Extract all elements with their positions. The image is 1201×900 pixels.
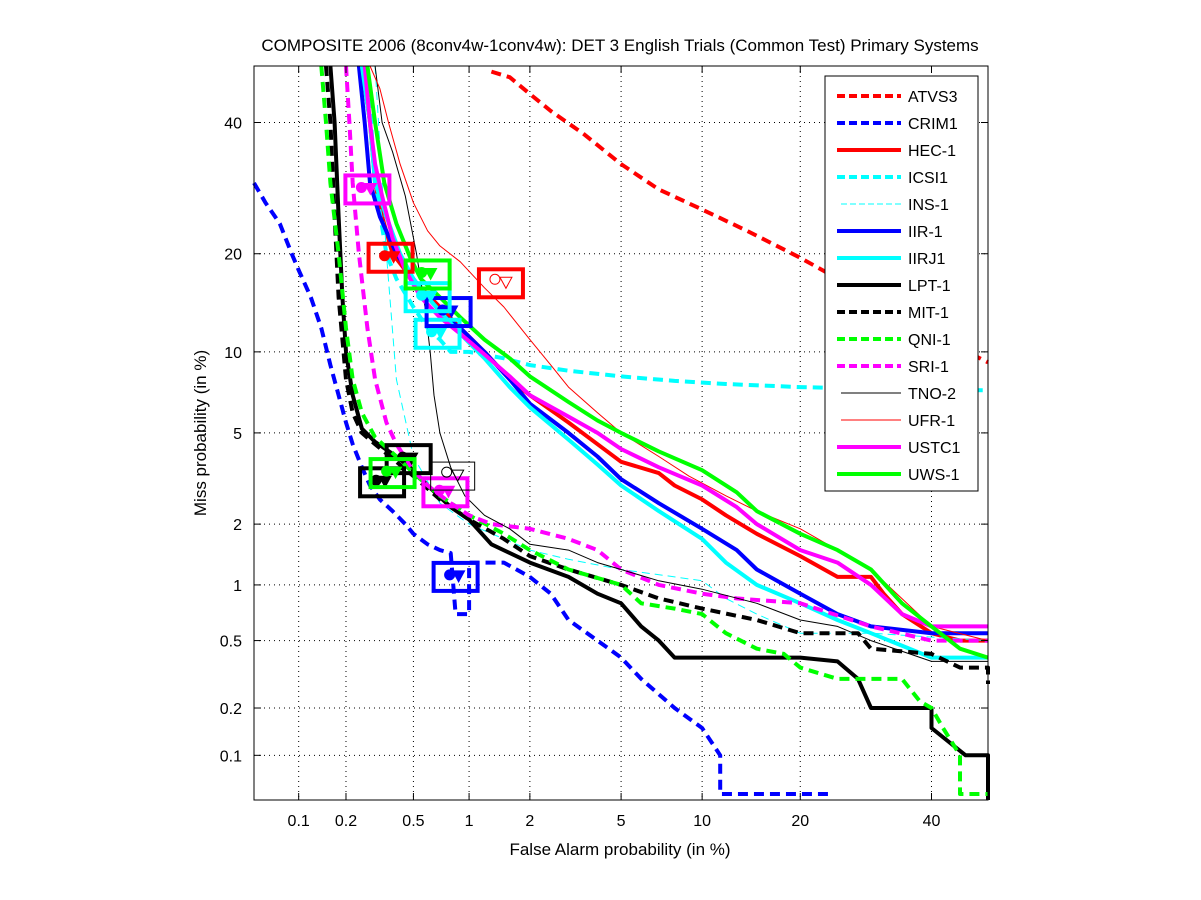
operating-point-markers	[343, 173, 525, 593]
legend-label: UWS-1	[908, 467, 960, 484]
y-tick-label: 5	[233, 426, 242, 443]
x-tick-label: 0.5	[402, 813, 424, 830]
legend-label: UFR-1	[908, 413, 955, 430]
actual-dcf-triangle-marker	[423, 290, 438, 304]
x-tick-label: 0.2	[335, 813, 357, 830]
x-tick-label: 0.1	[288, 813, 310, 830]
legend-label: INS-1	[908, 197, 949, 214]
y-tick-label: 20	[224, 247, 242, 264]
det-curve-ins-1	[374, 65, 989, 642]
legend-label: SRI-1	[908, 359, 949, 376]
y-tick-label: 2	[233, 517, 242, 534]
operating-point-box	[476, 267, 525, 300]
operating-point-box	[430, 461, 476, 491]
operating-point-box	[368, 457, 417, 490]
x-tick-label: 10	[693, 813, 711, 830]
y-axis: 0.1 0.2 0.5 1 2 5 10 20 40	[220, 116, 988, 765]
det-curve-qni-1	[319, 65, 988, 796]
operating-point-box	[343, 173, 392, 206]
y-tick-label: 0.5	[220, 634, 242, 651]
det-curves	[252, 65, 990, 800]
operating-point-box	[403, 281, 452, 314]
legend-label: USTC1	[908, 440, 961, 457]
det-curve-crim1	[252, 181, 831, 796]
actual-dcf-triangle-marker	[451, 570, 466, 583]
legend-label: IIR-1	[908, 224, 943, 241]
det-curve-uws-1	[365, 65, 989, 660]
y-tick-label: 1	[233, 578, 242, 595]
x-tick-label: 2	[525, 813, 534, 830]
y-tick-label: 0.2	[220, 701, 242, 718]
legend-label: CRIM1	[908, 116, 958, 133]
legend-label: LPT-1	[908, 278, 951, 295]
det-curve-hec-1	[359, 65, 988, 643]
det-curve-mit-1	[324, 65, 990, 684]
legend-label: TNO-2	[908, 386, 956, 403]
x-axis-title: False Alarm probability (in %)	[509, 840, 730, 859]
operating-point-box	[421, 476, 470, 509]
x-tick-label: 20	[791, 813, 809, 830]
y-axis-title: Miss probability (in %)	[191, 350, 210, 516]
actual-dcf-triangle-marker	[423, 267, 438, 281]
legend-label: ATVS3	[908, 89, 958, 106]
legend: ATVS3 CRIM1 HEC-1 ICSI1 INS-1 IIR-1 IIRJ1 LPT-1…	[824, 75, 979, 492]
min-dcf-circle-marker	[489, 273, 501, 285]
x-tick-label: 5	[617, 813, 626, 830]
operating-point-box	[431, 560, 480, 593]
operating-point-box	[478, 268, 524, 298]
operating-point-box	[403, 258, 452, 291]
det-curve-ustc1	[362, 65, 988, 629]
x-tick-label: 40	[923, 813, 941, 830]
det-curve-lpt-1	[328, 65, 990, 800]
det-curve-ufr-1	[369, 65, 989, 642]
actual-dcf-triangle-marker	[499, 276, 513, 290]
x-tick-label: 1	[465, 813, 474, 830]
det-curve-iir-1	[356, 65, 988, 636]
legend-label: ICSI1	[908, 170, 948, 187]
operating-point-box	[413, 317, 462, 350]
actual-dcf-triangle-marker	[441, 485, 456, 499]
chart-title: COMPOSITE 2006 (8conv4w-1conv4w): DET 3 …	[261, 36, 978, 55]
x-axis: 0.1 0.2 0.5 1 2 5 10 20 40	[288, 66, 941, 830]
operating-point-box	[366, 241, 415, 274]
y-tick-label: 0.1	[220, 748, 242, 765]
legend-label: QNI-1	[908, 332, 951, 349]
actual-dcf-triangle-marker	[450, 469, 465, 483]
y-tick-label: 10	[224, 345, 242, 362]
actual-dcf-triangle-marker	[363, 182, 378, 196]
actual-dcf-triangle-marker	[388, 466, 403, 480]
actual-dcf-triangle-marker	[386, 251, 401, 264]
legend-label: HEC-1	[908, 143, 956, 160]
y-tick-label: 40	[224, 116, 242, 133]
legend-label: IIRJ1	[908, 251, 945, 268]
legend-label: MIT-1	[908, 305, 949, 322]
det-curve-tno-2	[374, 65, 988, 662]
det-curve-sri-1	[344, 65, 988, 643]
min-dcf-circle-marker	[441, 466, 453, 478]
